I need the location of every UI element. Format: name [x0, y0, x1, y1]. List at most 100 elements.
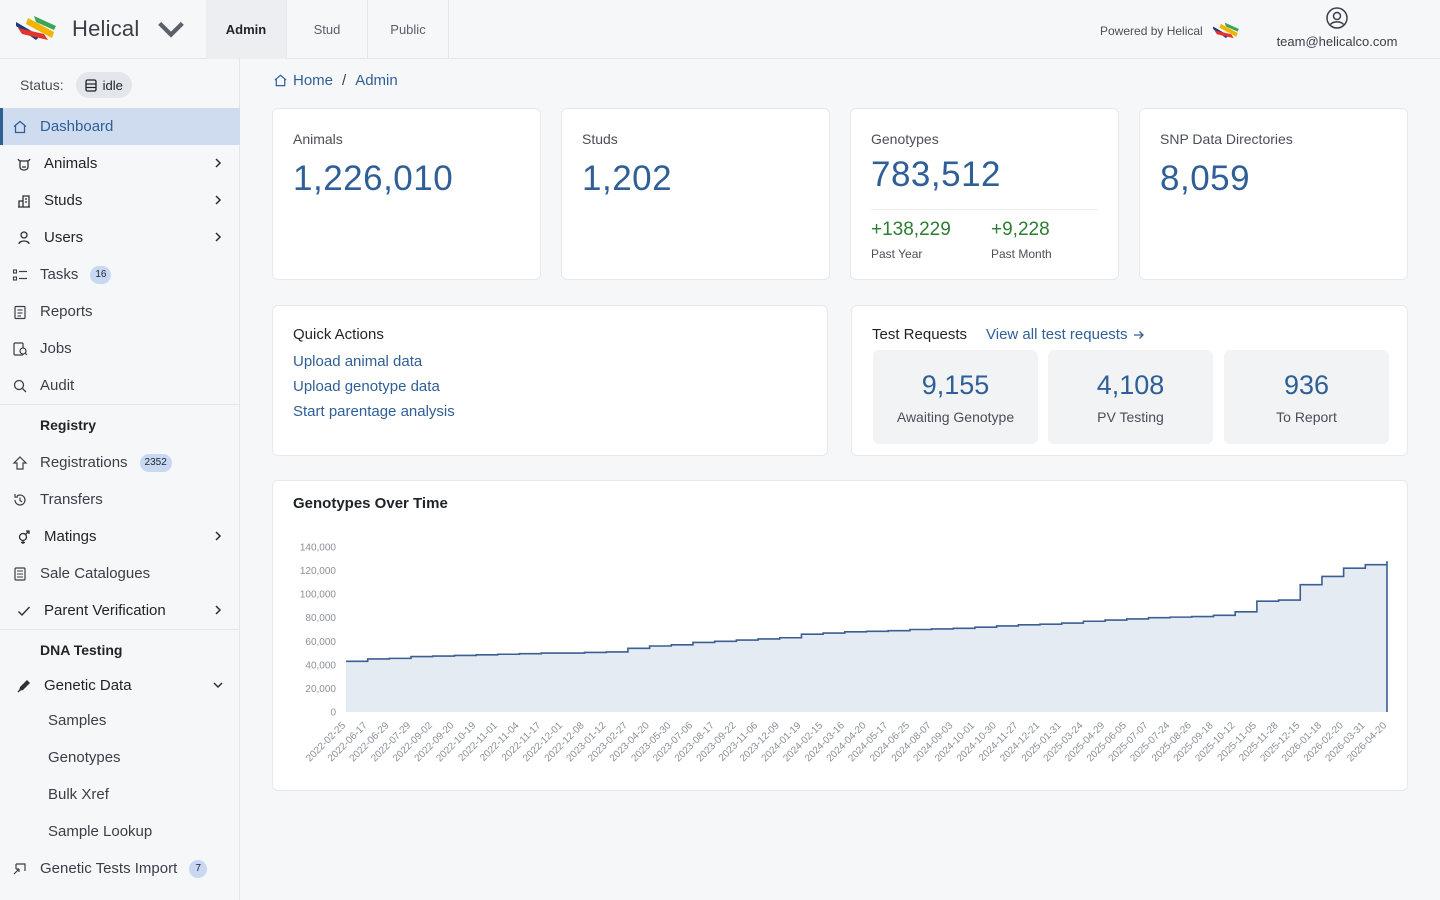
breadcrumb-current[interactable]: Admin: [355, 72, 398, 89]
sidebar-item-transfers[interactable]: Transfers: [0, 481, 240, 518]
box-value: 936: [1283, 370, 1330, 400]
sidebar-item-tasks[interactable]: Tasks 16: [0, 256, 240, 293]
to-report-box[interactable]: 936 To Report: [1224, 350, 1389, 444]
sidebar-subitem-samples[interactable]: Samples: [48, 712, 107, 729]
test-requests-card: Test Requests View all test requests 9,1…: [851, 305, 1408, 456]
sidebar-item-label: Tasks: [40, 266, 79, 283]
divider: [871, 209, 1098, 210]
sidebar-item-genetic-tests-import[interactable]: Genetic Tests Import 7: [0, 850, 240, 887]
box-label: To Report: [1276, 409, 1337, 425]
sidebar-subitem-genotypes[interactable]: Genotypes: [48, 749, 121, 766]
clipboard-icon: [14, 305, 26, 319]
quick-actions-card: Quick Actions Upload animal data Upload …: [272, 305, 828, 456]
breadcrumb-home[interactable]: Home: [293, 72, 334, 89]
card-title: Quick Actions: [293, 326, 384, 343]
box-label: PV Testing: [1097, 409, 1164, 425]
brand[interactable]: Helical: [14, 10, 193, 48]
import-count-badge: 7: [189, 859, 208, 878]
dna-testing-heading: DNA Testing: [0, 629, 240, 669]
sidebar-item-genetic-data[interactable]: Genetic Data: [0, 669, 240, 702]
stat-label: Studs: [582, 131, 618, 147]
import-icon: [13, 862, 26, 874]
status-value: idle: [102, 77, 123, 93]
sidebar-item-users[interactable]: Users: [0, 219, 240, 256]
status-label: Status:: [20, 77, 64, 93]
registrations-count-badge: 2352: [139, 453, 172, 472]
y-tick-label: 120,000: [300, 566, 337, 577]
breadcrumb-separator: /: [342, 72, 347, 89]
sidebar-item-label: Animals: [44, 155, 98, 172]
delta-value: +9,228: [991, 219, 1050, 240]
sidebar-item-label: Users: [44, 229, 84, 246]
breadcrumb: Home / Admin: [273, 72, 398, 89]
start-parentage-analysis-link[interactable]: Start parentage analysis: [293, 403, 455, 420]
genotypes-card[interactable]: Genotypes 783,512 +138,229 Past Year +9,…: [850, 108, 1119, 280]
sidebar: Status: idle Dashboard Animals Studs Use…: [0, 59, 240, 900]
sidebar-subitem-bulk-xref[interactable]: Bulk Xref: [48, 786, 109, 803]
building-icon: [18, 194, 30, 208]
transfer-icon: [14, 493, 26, 506]
sidebar-item-label: Dashboard: [40, 118, 114, 135]
tab-admin[interactable]: Admin: [206, 0, 287, 59]
sidebar-item-audit[interactable]: Audit: [0, 367, 240, 404]
chevron-right-icon: [215, 531, 222, 541]
sidebar-item-parent-verification[interactable]: Parent Verification: [0, 592, 240, 629]
tab-public[interactable]: Public: [368, 0, 449, 59]
delta-label: Past Month: [991, 247, 1052, 261]
check-icon: [18, 606, 31, 616]
status-row: Status: idle: [20, 72, 132, 98]
tab-stud[interactable]: Stud: [287, 0, 368, 59]
sidebar-item-label: Sale Catalogues: [40, 565, 151, 582]
view-all-test-requests-link[interactable]: View all test requests: [986, 326, 1145, 343]
chevron-right-icon: [215, 195, 222, 205]
sidebar-item-label: Studs: [44, 192, 83, 209]
sidebar-item-matings[interactable]: Matings: [0, 518, 240, 555]
genotypes-over-time-card: Genotypes Over Time 0 20,000 40,000 60,000 8…: [272, 480, 1408, 791]
box-value: 4,108: [1096, 370, 1165, 400]
sidebar-item-label: Genetic Tests Import: [40, 860, 178, 877]
sidebar-item-animals[interactable]: Animals: [0, 145, 240, 182]
sidebar-item-registrations[interactable]: Registrations 2352: [0, 444, 240, 481]
sidebar-item-label: Transfers: [40, 491, 103, 508]
card-title: Test Requests: [872, 326, 968, 343]
brand-name: Helical: [72, 16, 140, 41]
sidebar-item-jobs[interactable]: Jobs: [0, 330, 240, 367]
status-badge: idle: [75, 72, 132, 98]
chevron-right-icon: [215, 158, 222, 168]
sidebar-item-label: Parent Verification: [44, 602, 166, 619]
sidebar-item-studs[interactable]: Studs: [0, 182, 240, 219]
pv-testing-box[interactable]: 4,108 PV Testing: [1048, 350, 1213, 444]
past-year-delta: +138,229 Past Year: [871, 219, 951, 261]
sidebar-item-sale-catalogues[interactable]: Sale Catalogues: [0, 555, 240, 592]
catalogue-icon: [14, 566, 26, 581]
powered-by: Powered by Helical: [1100, 20, 1241, 42]
sidebar-nav: Dashboard Animals Studs Users Tasks 16 R…: [0, 108, 240, 887]
sidebar-item-label: Registrations: [40, 454, 128, 471]
awaiting-genotype-box[interactable]: 9,155 Awaiting Genotype: [873, 350, 1038, 444]
sidebar-item-label: Genetic Data: [44, 677, 132, 694]
sidebar-item-label: Reports: [40, 303, 93, 320]
sidebar-item-reports[interactable]: Reports: [0, 293, 240, 330]
user-menu[interactable]: team@helicalco.com: [1270, 6, 1404, 49]
upload-genotype-data-link[interactable]: Upload genotype data: [293, 378, 440, 395]
animals-card[interactable]: Animals 1,226,010: [272, 108, 541, 280]
upload-animal-data-link[interactable]: Upload animal data: [293, 353, 423, 370]
chevron-right-icon: [215, 232, 222, 242]
studs-card[interactable]: Studs 1,202: [561, 108, 830, 280]
stat-label: SNP Data Directories: [1160, 131, 1293, 147]
sidebar-subitem-sample-lookup[interactable]: Sample Lookup: [48, 823, 153, 840]
delta-value: +138,229: [871, 219, 951, 240]
cow-icon: [17, 158, 31, 171]
snp-card[interactable]: SNP Data Directories 8,059: [1139, 108, 1408, 280]
gender-icon: [18, 529, 30, 544]
user-icon: [18, 230, 30, 244]
sidebar-item-label: Jobs: [40, 340, 72, 357]
job-icon: [13, 341, 28, 356]
arrow-right-icon: [1134, 330, 1145, 339]
chart-title: Genotypes Over Time: [293, 495, 448, 512]
sidebar-item-dashboard[interactable]: Dashboard: [0, 108, 240, 145]
stat-label: Genotypes: [871, 131, 939, 147]
server-icon: [84, 78, 97, 92]
stat-value: 1,226,010: [293, 159, 454, 198]
delta-label: Past Year: [871, 247, 923, 261]
